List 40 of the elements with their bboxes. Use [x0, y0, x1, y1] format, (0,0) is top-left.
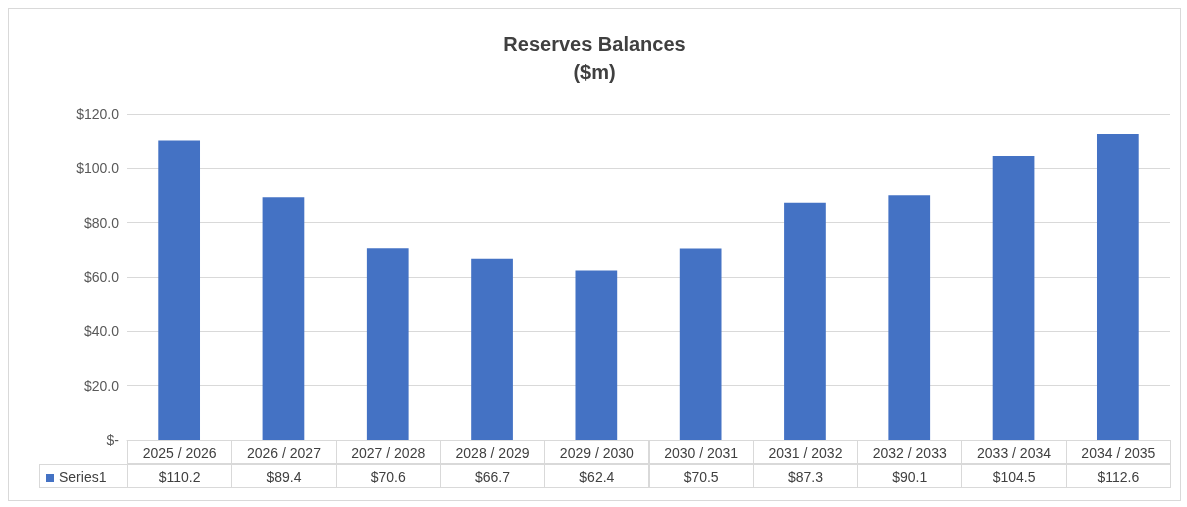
x-tick-label: 2029 / 2030 — [544, 440, 650, 464]
bar — [471, 258, 513, 440]
y-tick-label: $100.0 — [76, 160, 120, 177]
x-tick-label: 2033 / 2034 — [961, 440, 1067, 464]
bar — [992, 156, 1035, 440]
bar — [262, 197, 305, 440]
bar — [575, 270, 618, 440]
chart-subtitle: ($m) — [573, 61, 616, 83]
data-label: $66.7 — [439, 464, 546, 488]
chart-title: Reserves Balances — [503, 33, 686, 55]
data-label: $104.5 — [961, 464, 1067, 488]
x-tick-label: 2027 / 2028 — [335, 440, 441, 464]
y-tick-label: $40.0 — [83, 323, 120, 340]
data-label: $90.1 — [857, 464, 963, 488]
y-tick-label: $60.0 — [83, 269, 120, 285]
y-tick-label: $20.0 — [83, 377, 120, 394]
x-tick-label: 2034 / 2035 — [1065, 440, 1171, 464]
bar — [1096, 134, 1139, 440]
data-label: $70.5 — [648, 464, 754, 488]
bar — [158, 140, 201, 440]
bar — [366, 248, 409, 440]
x-tick-label: 2030 / 2031 — [648, 440, 754, 464]
data-label: $70.6 — [335, 464, 441, 488]
bar — [679, 248, 722, 440]
x-tick-label: 2025 / 2026 — [127, 440, 233, 464]
data-label: $110.2 — [127, 464, 233, 488]
data-label: $87.3 — [752, 464, 859, 488]
data-label: $62.4 — [544, 464, 650, 488]
data-label: $112.6 — [1065, 464, 1171, 488]
bar — [784, 202, 826, 440]
x-tick-label: 2026 / 2027 — [231, 440, 337, 464]
y-tick-label: $- — [106, 432, 120, 448]
y-tick-label: $120.0 — [76, 106, 120, 122]
x-tick-label: 2028 / 2029 — [439, 440, 546, 464]
bar — [888, 195, 931, 440]
x-tick-label: 2031 / 2032 — [752, 440, 859, 464]
data-label: $89.4 — [231, 464, 337, 488]
legend-label: Series1 — [39, 464, 128, 488]
y-tick-label: $80.0 — [83, 214, 120, 231]
x-tick-label: 2032 / 2033 — [857, 440, 963, 464]
